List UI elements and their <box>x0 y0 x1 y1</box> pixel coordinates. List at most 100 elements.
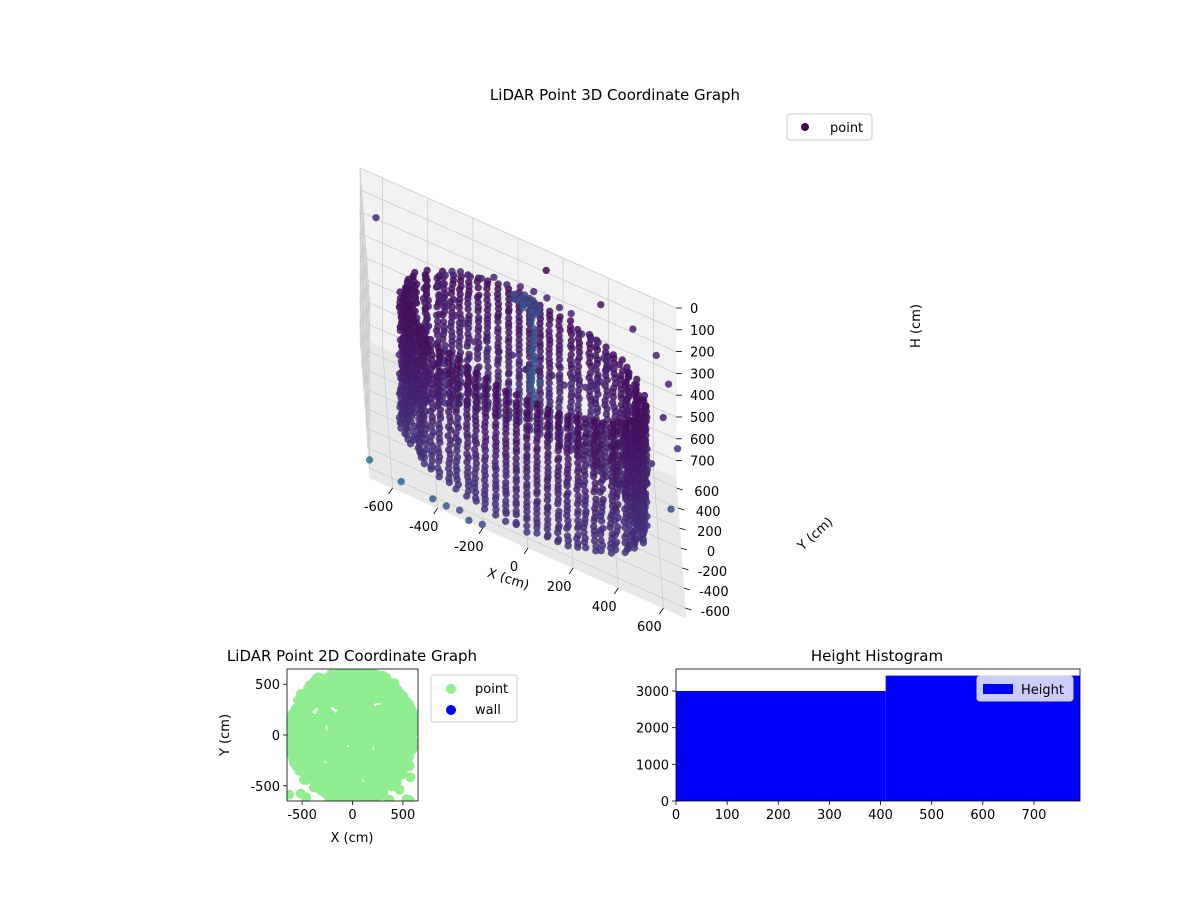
point-3d <box>623 397 631 405</box>
point-3d <box>607 549 616 557</box>
point-3d <box>419 401 428 410</box>
point-3d <box>491 433 500 442</box>
point-3d <box>505 368 513 377</box>
point-3d <box>598 436 607 445</box>
point-2d <box>358 735 369 746</box>
point-2d <box>375 775 386 786</box>
chart-2d-legend: point wall <box>430 674 518 723</box>
chart-3d-points <box>365 213 682 557</box>
point-3d <box>567 379 576 388</box>
point-2d <box>366 675 377 686</box>
point-3d <box>452 429 460 437</box>
point-3d <box>564 522 573 530</box>
point-3d <box>545 392 553 401</box>
point-3d <box>441 341 449 350</box>
point-3d <box>436 410 444 419</box>
point-2d <box>291 731 302 742</box>
point-3d <box>530 325 539 333</box>
point-3d <box>597 300 605 309</box>
point-3d <box>483 290 492 299</box>
point-3d <box>597 517 606 525</box>
point-2d <box>337 713 348 724</box>
point-3d <box>465 311 473 320</box>
point-3d <box>452 394 461 403</box>
point-3d <box>543 481 552 490</box>
point-2d <box>357 697 368 707</box>
point-3d <box>591 508 600 517</box>
point-3d <box>462 410 471 419</box>
point-3d <box>533 497 542 505</box>
tick-x <box>523 547 529 555</box>
point-2d <box>401 760 412 771</box>
point-3d <box>491 471 500 480</box>
point-3d <box>533 504 541 513</box>
point-3d <box>591 395 600 404</box>
grid-z-side <box>359 298 371 439</box>
point-3d <box>463 458 471 466</box>
point-3d <box>421 304 430 313</box>
point-2d <box>393 732 404 743</box>
point-3d <box>463 468 472 477</box>
point-3d <box>465 282 473 291</box>
point-3d <box>617 390 625 399</box>
chart-2d-xlabel: X (cm) <box>331 831 374 846</box>
point-3d <box>462 397 471 405</box>
point-3d <box>444 365 453 373</box>
point-3d <box>533 433 542 442</box>
point-3d <box>609 440 618 448</box>
tick-label-y: -400 <box>699 585 729 600</box>
point-3d <box>419 344 428 352</box>
point-3d <box>428 494 437 503</box>
point-3d <box>608 477 617 485</box>
point-3d <box>426 335 435 344</box>
point-2d <box>394 784 405 795</box>
point-3d <box>444 407 453 416</box>
point-3d <box>444 474 453 483</box>
chart-3d-legend: point <box>786 113 873 141</box>
point-3d <box>585 359 594 367</box>
point-3d <box>573 357 582 365</box>
grid-z-back <box>359 189 677 331</box>
point-3d <box>475 291 483 300</box>
point-3d <box>474 303 483 312</box>
point-3d <box>441 271 450 280</box>
grid-z-side <box>359 167 371 309</box>
point-3d <box>564 536 573 545</box>
point-3d <box>512 411 520 420</box>
point-3d <box>566 403 575 411</box>
tick-x <box>659 607 664 615</box>
point-3d <box>502 396 510 404</box>
point-3d <box>564 412 572 421</box>
tick-x <box>433 507 439 515</box>
point-3d <box>463 443 472 452</box>
point-3d <box>533 444 541 452</box>
chart-2d: LiDAR Point 2D Coordinate Graph -500 0 500… <box>218 647 518 846</box>
point-3d <box>634 473 642 482</box>
point-3d <box>480 490 489 499</box>
point-3d <box>504 343 513 351</box>
point-3d <box>573 452 582 460</box>
tick-label-x-hist: 100 <box>715 808 740 823</box>
tick-label-y-hist: 0 <box>661 795 669 810</box>
point-3d <box>523 431 531 440</box>
point-3d <box>448 332 457 341</box>
point-3d <box>427 462 435 471</box>
point-3d <box>591 351 600 360</box>
point-3d <box>535 367 543 375</box>
point-3d <box>608 428 616 437</box>
point-3d <box>564 489 572 497</box>
point-3d <box>404 306 413 315</box>
point-3d <box>512 426 521 434</box>
point-3d <box>483 311 492 320</box>
point-3d <box>512 474 521 482</box>
tick-label-x: 200 <box>547 580 572 595</box>
point-3d <box>419 415 428 423</box>
point-3d <box>623 471 632 480</box>
point-3d <box>427 370 435 378</box>
tick-label-x-hist: 400 <box>868 808 893 823</box>
tick-label-y-hist: 2000 <box>636 722 669 737</box>
point-3d <box>596 377 605 386</box>
point-2d <box>360 719 371 730</box>
point-3d <box>590 381 598 390</box>
point-3d <box>471 432 479 441</box>
